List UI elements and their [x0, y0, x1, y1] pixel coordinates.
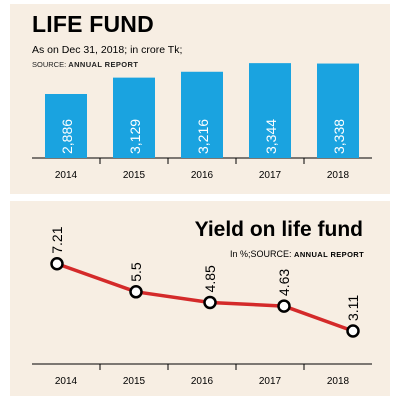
bar-2015: [113, 77, 155, 158]
x-tick-label: 2016: [191, 376, 214, 387]
point-2014: [50, 257, 64, 271]
x-tick-label: 2017: [259, 376, 282, 387]
life-fund-bar-chart: 2,886 2014 3,129 2015 3,216 2016 3,344 2017 3,33…: [32, 63, 372, 181]
bar-2016: [181, 71, 223, 158]
point-value-label: 4.85: [202, 265, 218, 292]
point-2016: [203, 295, 217, 310]
yield-line-chart: 7.21 5.5 4.85 4.63 3.11 2014 2015 2016 2017 2018: [32, 226, 372, 387]
life-fund-source-name: ANNUAL REPORT: [68, 60, 139, 69]
x-tick-label: 2018: [327, 376, 350, 387]
point-2018: [346, 324, 360, 338]
point-value-label: 4.63: [276, 269, 292, 296]
x-tick-label: 2017: [259, 170, 282, 181]
bar-2017: [249, 63, 291, 158]
bar-value-label: 3,129: [127, 119, 143, 154]
life-fund-subtitle: As on Dec 31, 2018; in crore Tk;: [32, 44, 183, 56]
x-tick-label: 2015: [123, 170, 146, 181]
bar-value-label: 3,338: [331, 119, 347, 154]
yield-source-prefix: SOURCE:: [250, 249, 295, 259]
x-tick-label: 2015: [123, 376, 146, 387]
life-fund-source-prefix: SOURCE:: [32, 60, 69, 69]
point-value-label: 3.11: [345, 295, 361, 321]
yield-source-name: ANNUAL REPORT: [294, 250, 365, 259]
x-tick-label: 2014: [55, 376, 78, 387]
life-fund-panel: LIFE FUND As on Dec 31, 2018; in crore T…: [10, 4, 390, 194]
point-value-label: 5.5: [128, 262, 144, 282]
yield-subtitle: In %;SOURCE: ANNUAL REPORT: [230, 249, 364, 259]
life-fund-source: SOURCE: ANNUAL REPORT: [32, 60, 138, 69]
life-fund-title: LIFE FUND: [32, 11, 154, 37]
bar-2014: [45, 93, 87, 158]
yield-title: Yield on life fund: [194, 218, 363, 241]
bar-value-label: 3,216: [195, 119, 211, 154]
x-tick-label: 2016: [191, 170, 214, 181]
bar-2018: [317, 63, 359, 159]
bar-value-label: 3,344: [263, 119, 279, 154]
x-tick-label: 2018: [327, 170, 350, 181]
point-2017: [277, 299, 291, 313]
point-value-label: 7.21: [49, 226, 65, 253]
point-2015: [129, 285, 143, 299]
yield-subtitle-text: In %;: [230, 249, 251, 259]
x-tick-label: 2014: [55, 170, 78, 181]
yield-panel: 7.21 5.5 4.85 4.63 3.11 2014 2015 2016 2017 2018 …: [10, 201, 390, 396]
bar-value-label: 2,886: [59, 119, 75, 154]
